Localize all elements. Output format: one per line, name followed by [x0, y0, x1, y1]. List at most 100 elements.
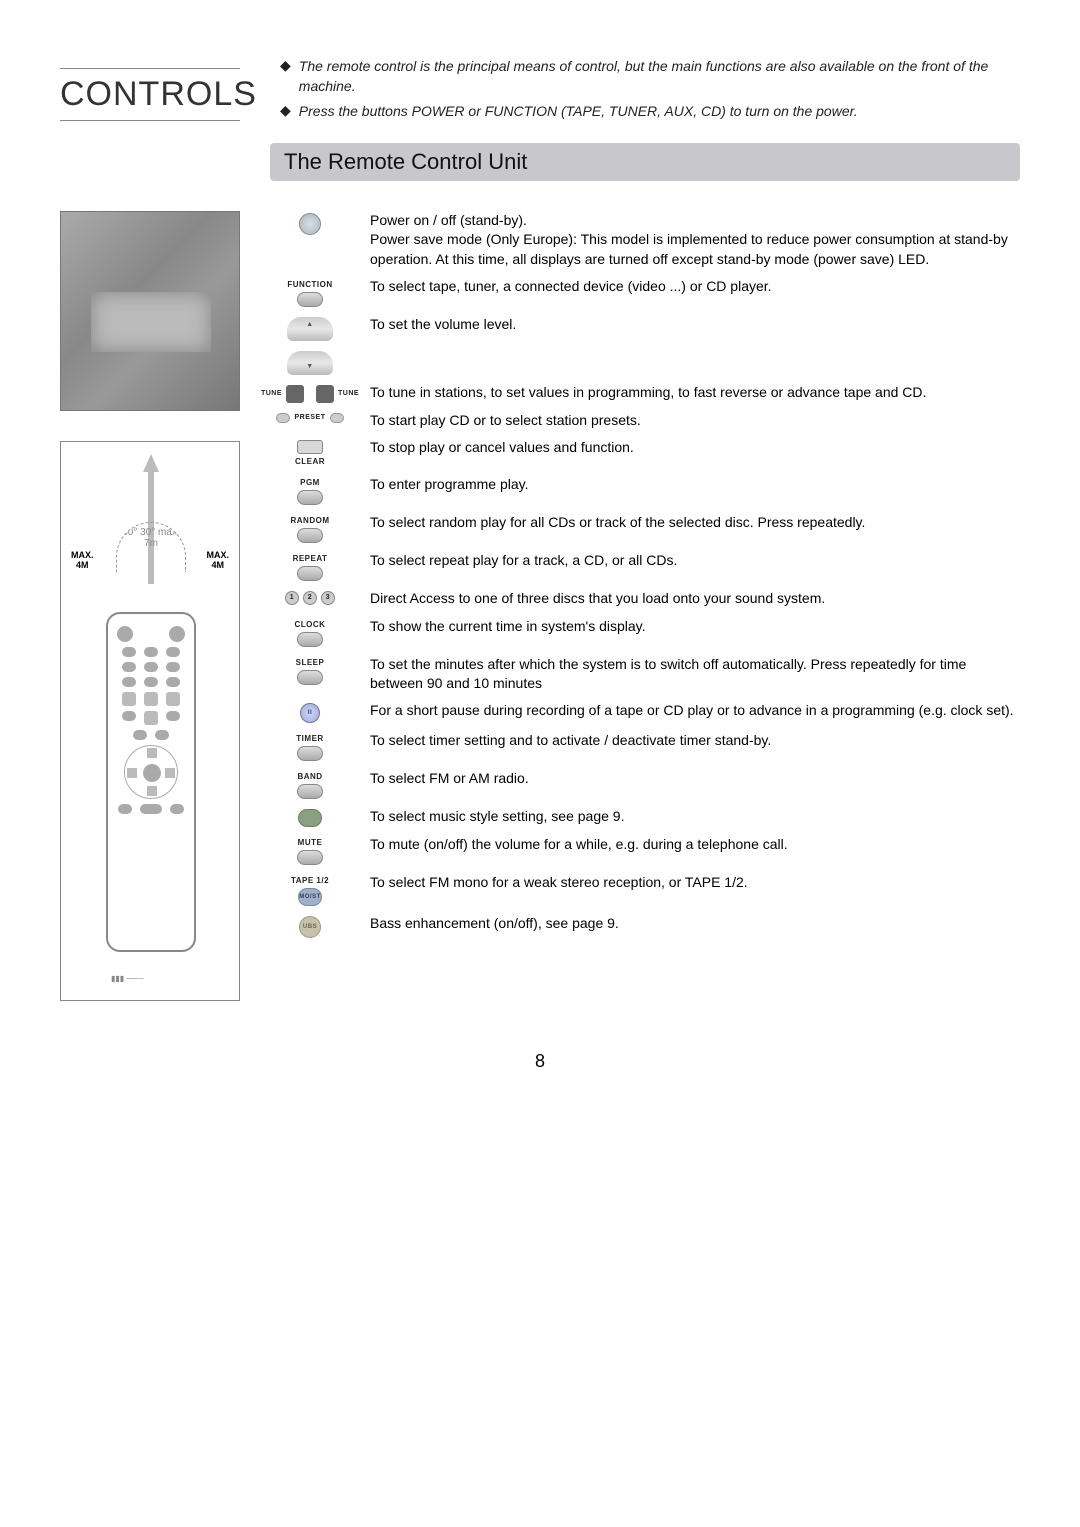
button-icon-cell: SLEEP	[270, 655, 350, 685]
ubs-button-icon: UBS	[299, 916, 321, 938]
button-description-row: CLOCK To show the current time in system'…	[270, 617, 1020, 647]
desc-body: To select music style setting, see page …	[370, 807, 1020, 826]
oval-button-icon	[297, 292, 323, 307]
desc-body: To select FM mono for a weak stereo rece…	[370, 873, 1020, 892]
preset-buttons-icon: PRESET	[276, 413, 343, 423]
desc-body: To start play CD or to select station pr…	[370, 411, 1020, 430]
desc-title: Power on / off (stand-by).	[370, 211, 1020, 230]
desc-body: Bass enhancement (on/off), see page 9.	[370, 914, 1020, 933]
remote-brand-area: ▮▮▮ ───	[111, 974, 191, 986]
button-icon-cell: CLOCK	[270, 617, 350, 647]
button-description-row: TIMER To select timer setting and to acti…	[270, 731, 1020, 761]
button-description-row: FUNCTION To select tape, tuner, a connect…	[270, 277, 1020, 307]
button-description-row: II For a short pause during recording of …	[270, 701, 1020, 723]
button-description-text: Bass enhancement (on/off), see page 9.	[370, 914, 1020, 933]
button-description-row: UBS Bass enhancement (on/off), see page 9…	[270, 914, 1020, 938]
button-description-row: Power on / off (stand-by).Power save mod…	[270, 211, 1020, 269]
header-row: CONTROLS ◆ The remote control is the pri…	[60, 50, 1020, 125]
button-label-top: REPEAT	[293, 553, 328, 564]
desc-body: To enter programme play.	[370, 475, 1020, 494]
desc-body: To set the minutes after which the syste…	[370, 655, 1020, 694]
desc-body: To tune in stations, to set values in pr…	[370, 383, 1020, 402]
button-description-row: CLEARTo stop play or cancel values and f…	[270, 438, 1020, 467]
page-title: CONTROLS	[60, 68, 240, 121]
geq-button-icon	[298, 809, 322, 827]
desc-body: To select repeat play for a track, a CD,…	[370, 551, 1020, 570]
desc-body: Power save mode (Only Europe): This mode…	[370, 230, 1020, 269]
button-description-text: To show the current time in system's dis…	[370, 617, 1020, 636]
button-label-top: MUTE	[298, 837, 323, 848]
pause-set-icon: II	[300, 703, 320, 723]
button-icon-cell: PRESET	[270, 411, 350, 423]
button-description-row: PGM To enter programme play.	[270, 475, 1020, 505]
left-column: 30° 30° max. 7m MAX. 4M MAX. 4M	[60, 211, 240, 1001]
bullet-marker-icon: ◆	[280, 101, 291, 121]
button-description-text: To tune in stations, to set values in pr…	[370, 383, 1020, 402]
button-icon-cell: TIMER	[270, 731, 350, 761]
button-description-text: Direct Access to one of three discs that…	[370, 589, 1020, 608]
desc-body: To set the volume level.	[370, 315, 1020, 334]
button-icon-cell: MUTE	[270, 835, 350, 865]
desc-body: To mute (on/off) the volume for a while,…	[370, 835, 1020, 854]
button-description-row	[270, 349, 1020, 375]
button-label-top: CLOCK	[295, 619, 326, 630]
oval-button-icon	[297, 566, 323, 581]
desc-body: To select tape, tuner, a connected devic…	[370, 277, 1020, 296]
oval-button-icon	[297, 490, 323, 505]
button-icon-cell	[270, 315, 350, 341]
disc-123-icon: 123	[285, 591, 335, 605]
button-description-row: REPEAT To select repeat play for a track,…	[270, 551, 1020, 581]
page-number: 8	[60, 1051, 1020, 1072]
bullet-text: Press the buttons POWER or FUNCTION (TAP…	[299, 101, 858, 121]
desc-body: To show the current time in system's dis…	[370, 617, 1020, 636]
desc-body: To stop play or cancel values and functi…	[370, 438, 1020, 457]
power-icon	[299, 213, 321, 235]
button-icon-cell	[270, 807, 350, 827]
button-description-text: To select repeat play for a track, a CD,…	[370, 551, 1020, 570]
button-label-top: FUNCTION	[287, 279, 332, 290]
intro-bullets: ◆ The remote control is the principal me…	[280, 50, 1020, 125]
button-description-row: To select music style setting, see page …	[270, 807, 1020, 827]
button-description-text: For a short pause during recording of a …	[370, 701, 1020, 720]
button-label-top: TIMER	[296, 733, 323, 744]
section-heading: The Remote Control Unit	[270, 143, 1020, 181]
button-description-text: To select music style setting, see page …	[370, 807, 1020, 826]
button-description-row: TAPE 1/2MO/STTo select FM mono for a wea…	[270, 873, 1020, 906]
button-description-row: MUTE To mute (on/off) the volume for a wh…	[270, 835, 1020, 865]
desc-body: Direct Access to one of three discs that…	[370, 589, 1020, 608]
arc-label: 30° 30° max. 7m	[116, 522, 186, 572]
desc-body: To select random play for all CDs or tra…	[370, 513, 1020, 532]
button-description-text: To select timer setting and to activate …	[370, 731, 1020, 750]
button-description-row: PRESET To start play CD or to select stat…	[270, 411, 1020, 430]
nav-pad-icon	[124, 745, 178, 799]
tune-buttons-icon: TUNETUNE	[261, 385, 359, 403]
button-icon-cell: PGM	[270, 475, 350, 505]
desc-body: To select timer setting and to activate …	[370, 731, 1020, 750]
oval-button-icon	[297, 528, 323, 543]
oval-button-icon	[297, 632, 323, 647]
button-label-top: SLEEP	[296, 657, 325, 668]
button-icon-cell: 123	[270, 589, 350, 605]
max-left-label: MAX. 4M	[71, 550, 94, 571]
button-descriptions: Power on / off (stand-by).Power save mod…	[270, 211, 1020, 1001]
button-description-text: To mute (on/off) the volume for a while,…	[370, 835, 1020, 854]
oval-button-icon	[297, 784, 323, 799]
clear-button-icon	[297, 440, 323, 454]
product-photo	[60, 211, 240, 411]
button-description-row: 123 Direct Access to one of three discs t…	[270, 589, 1020, 608]
button-description-row: SLEEP To set the minutes after which the …	[270, 655, 1020, 694]
button-description-text: To stop play or cancel values and functi…	[370, 438, 1020, 457]
button-description-row: To set the volume level.	[270, 315, 1020, 341]
button-icon-cell: REPEAT	[270, 551, 350, 581]
button-description-row: TUNETUNETo tune in stations, to set valu…	[270, 383, 1020, 403]
button-icon-cell: II	[270, 701, 350, 723]
button-description-text: To select FM or AM radio.	[370, 769, 1020, 788]
bullet-text: The remote control is the principal mean…	[299, 56, 1020, 97]
button-description-text: To set the volume level.	[370, 315, 1020, 334]
button-icon-cell: UBS	[270, 914, 350, 938]
button-icon-cell	[270, 211, 350, 235]
remote-outline	[106, 612, 196, 952]
button-description-text: Power on / off (stand-by).Power save mod…	[370, 211, 1020, 269]
max-right-label: MAX. 4M	[207, 550, 230, 571]
volume-down-icon	[287, 351, 333, 375]
